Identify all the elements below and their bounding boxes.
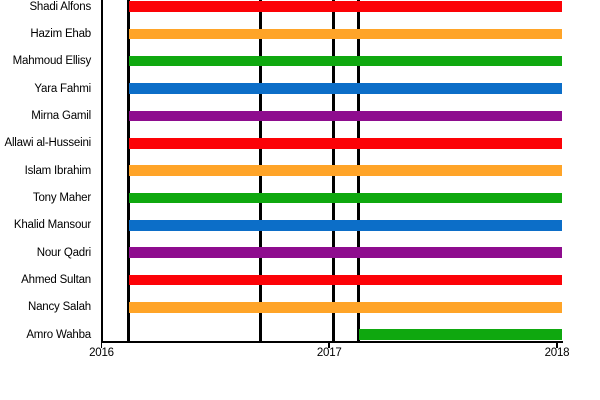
row-label: Mahmoud Ellisy [12, 55, 92, 68]
row-label: Khalid Mansour [13, 219, 91, 232]
gantt-bar [128, 192, 562, 204]
gantt-bar [128, 110, 562, 122]
row-label: Yara Fahmi [34, 82, 91, 95]
gantt-bar [128, 28, 562, 40]
x-axis-tick-label: 2017 [316, 346, 342, 359]
row-label: Mirna Gamil [31, 109, 91, 122]
gantt-bar [128, 302, 562, 313]
gantt-bar [128, 1, 562, 12]
row-label: Ahmed Sultan [21, 274, 91, 286]
gantt-bar [128, 55, 562, 67]
x-axis-line [100, 341, 563, 343]
gantt-bar [128, 220, 562, 231]
row-label: Nour Qadri [36, 246, 91, 259]
gantt-bar [128, 274, 562, 286]
x-axis-tick-label: 2016 [89, 346, 114, 359]
x-axis-tick [556, 343, 558, 348]
x-axis-tick-label: 2018 [544, 346, 570, 359]
gantt-bar [128, 138, 562, 149]
x-axis-tick [328, 343, 331, 348]
row-label: Amro Wahba [26, 328, 91, 341]
gantt-bar [358, 329, 562, 340]
gantt-bar [128, 165, 562, 176]
row-label: Nancy Salah [27, 301, 91, 314]
gantt-bar [128, 83, 562, 94]
y-axis-line [100, 0, 103, 343]
row-label: Tony Maher [32, 191, 91, 204]
row-label: Allawi al-Husseini [4, 137, 91, 150]
x-axis-tick [100, 343, 103, 348]
row-label: Islam Ibrahim [24, 164, 92, 177]
gantt-bar [128, 247, 562, 258]
row-label: Hazim Ehab [30, 27, 91, 40]
row-label: Shadi Alfons [29, 0, 91, 13]
